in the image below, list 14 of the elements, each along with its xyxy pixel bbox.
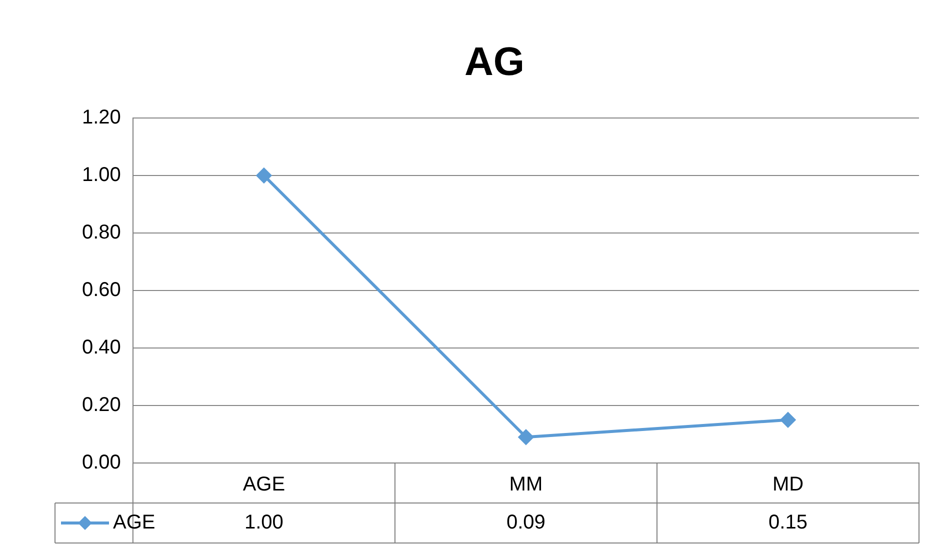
y-tick-label: 0.20 xyxy=(82,394,121,416)
y-tick-label: 0.40 xyxy=(82,336,121,359)
y-tick-label: 1.20 xyxy=(82,106,121,129)
chart-title: AG xyxy=(464,40,524,84)
text: 0.15 xyxy=(768,512,808,534)
x-tick-label: AGE xyxy=(242,474,286,496)
y-tick-label: 0.00 xyxy=(82,452,121,474)
text: 0.09 xyxy=(506,512,546,534)
y-tick-label: 1.00 xyxy=(82,164,121,186)
x-tick-label: MD xyxy=(772,474,804,496)
y-tick-label: 0.60 xyxy=(82,279,121,302)
x-tick-label: MM xyxy=(509,474,543,496)
text: 1.00 xyxy=(244,512,284,534)
y-tick-label: 0.80 xyxy=(82,222,121,244)
